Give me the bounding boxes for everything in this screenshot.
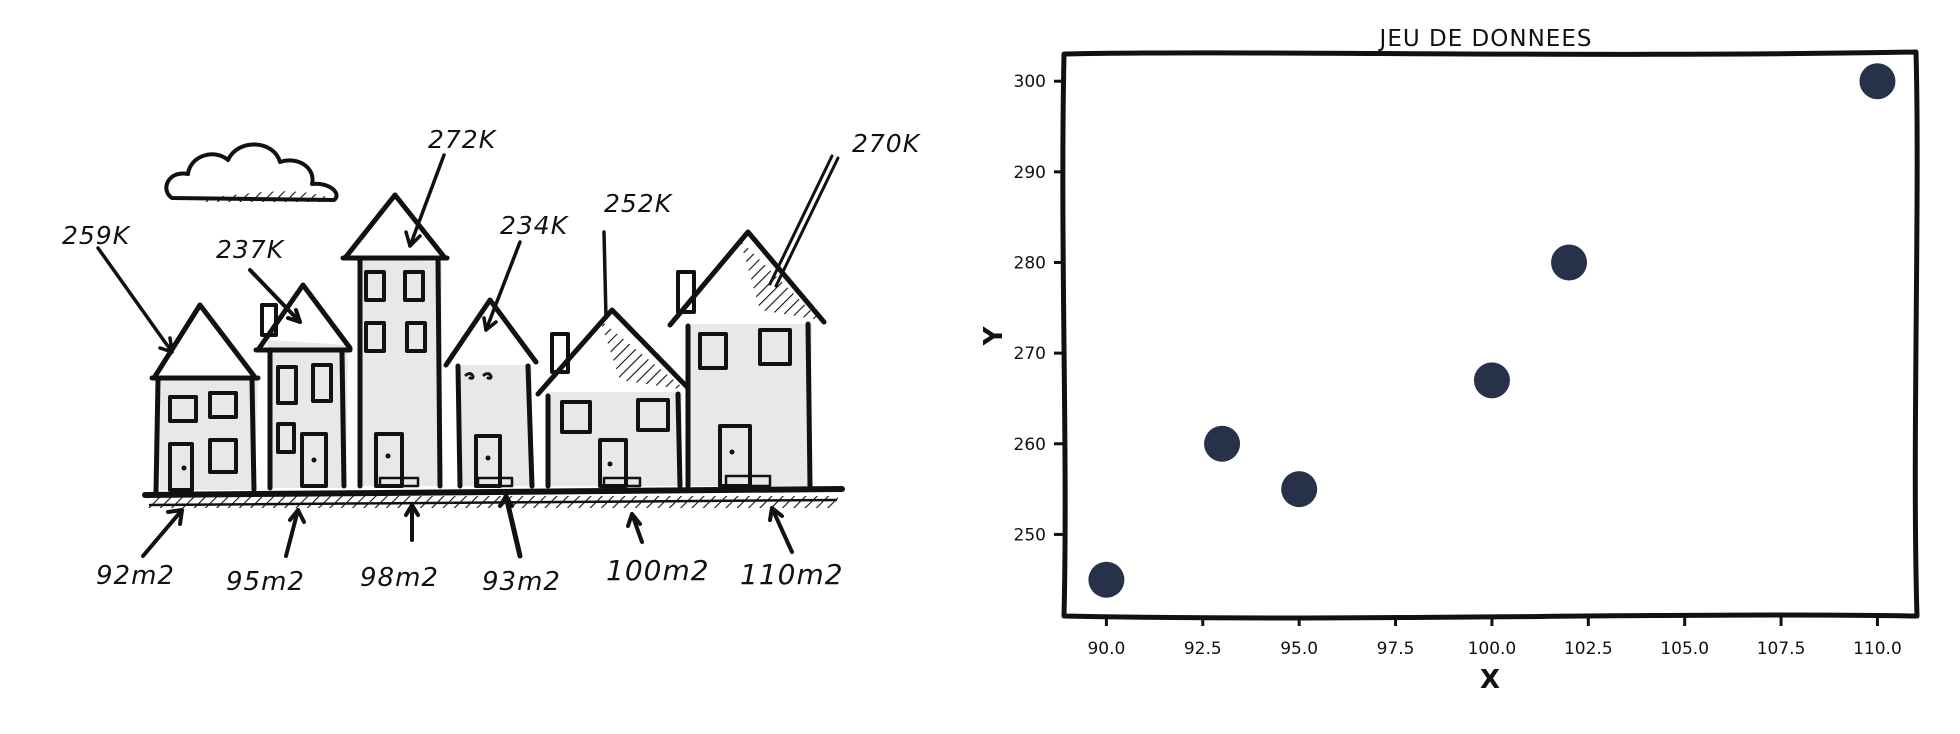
chart-title: JEU DE DONNEES bbox=[1378, 26, 1593, 52]
y-tick-label: 270 bbox=[1014, 344, 1046, 364]
price-label-6: 270K bbox=[852, 129, 922, 158]
scatter-point bbox=[1859, 63, 1896, 100]
y-tick-label: 250 bbox=[1014, 525, 1046, 545]
scatter-point bbox=[1551, 244, 1588, 281]
area-arrows bbox=[141, 493, 794, 559]
x-tick-label: 105.0 bbox=[1660, 639, 1709, 659]
y-axis-label: Y bbox=[979, 325, 1009, 346]
price-label-2: 237K bbox=[216, 235, 286, 264]
area-label-2: 95m2 bbox=[226, 567, 305, 597]
x-tick-label: 107.5 bbox=[1757, 639, 1806, 659]
house-5 bbox=[535, 307, 693, 489]
price-label-4: 234K bbox=[500, 211, 570, 240]
y-axis-ticks: 250 260 270 280 290 300 bbox=[1014, 72, 1064, 545]
house-6 bbox=[667, 229, 827, 489]
y-tick-label: 290 bbox=[1014, 163, 1046, 183]
area-label-6: 110m2 bbox=[740, 558, 844, 591]
scatter-point bbox=[1088, 561, 1125, 598]
price-label-1: 259K bbox=[62, 221, 132, 250]
x-axis-ticks: 90.0 92.5 95.0 97.5 100.0 102.5 105.0 107.5 110.… bbox=[1087, 616, 1902, 659]
scatter-point bbox=[1281, 471, 1318, 508]
y-tick-label: 300 bbox=[1014, 72, 1046, 92]
cloud-icon bbox=[164, 142, 339, 202]
scatter-point bbox=[1473, 362, 1510, 399]
y-tick-label: 260 bbox=[1014, 435, 1046, 455]
data-points bbox=[1088, 63, 1896, 598]
y-tick-label: 280 bbox=[1014, 253, 1046, 273]
houses-illustration: 259K 237K 272K 234K 252K 270K 92m2 95m2 … bbox=[62, 125, 922, 597]
x-tick-label: 102.5 bbox=[1564, 639, 1613, 659]
price-arrows bbox=[96, 153, 840, 354]
x-tick-label: 92.5 bbox=[1184, 639, 1222, 659]
area-label-4: 93m2 bbox=[482, 567, 561, 597]
price-label-5: 252K bbox=[604, 189, 674, 218]
house-1 bbox=[149, 302, 261, 495]
x-tick-label: 95.0 bbox=[1280, 639, 1318, 659]
area-label-5: 100m2 bbox=[606, 554, 710, 587]
area-label-1: 92m2 bbox=[96, 561, 175, 591]
scatter-point bbox=[1204, 425, 1241, 462]
area-label-3: 98m2 bbox=[360, 563, 439, 593]
price-label-3: 272K bbox=[428, 125, 498, 154]
scatter-chart: JEU DE DONNEES 90.0 92.5 95.0 97.5 100.0 102.… bbox=[979, 26, 1920, 695]
x-tick-label: 97.5 bbox=[1377, 639, 1415, 659]
x-tick-label: 110.0 bbox=[1853, 639, 1902, 659]
x-axis-label: X bbox=[1480, 665, 1500, 695]
ground bbox=[142, 486, 845, 508]
house-2 bbox=[253, 282, 353, 491]
house-4 bbox=[443, 297, 539, 489]
x-tick-label: 100.0 bbox=[1468, 639, 1517, 659]
house-3 bbox=[340, 192, 450, 489]
plot-frame bbox=[1060, 49, 1920, 621]
x-tick-label: 90.0 bbox=[1087, 639, 1125, 659]
